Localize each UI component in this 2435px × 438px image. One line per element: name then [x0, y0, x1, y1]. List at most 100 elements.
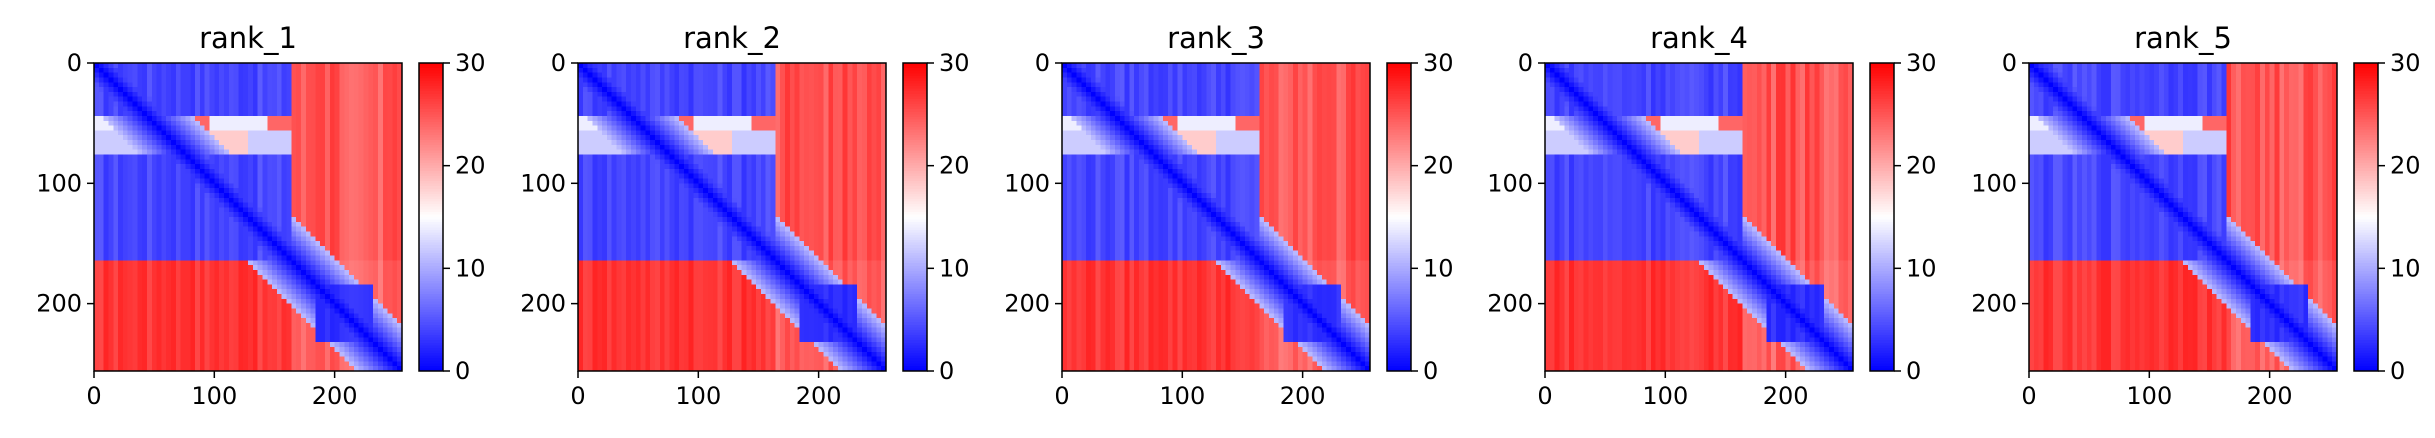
heatmap-cell	[205, 342, 210, 347]
heatmap-cell	[373, 130, 378, 135]
heatmap-cell	[248, 63, 253, 68]
heatmap-cell	[118, 289, 123, 294]
heatmap-cell	[152, 102, 157, 107]
heatmap-cell	[814, 68, 819, 73]
heatmap-cell	[200, 193, 205, 198]
heatmap-cell	[210, 337, 215, 342]
heatmap-cell	[857, 87, 862, 92]
heatmap-cell	[157, 308, 162, 313]
heatmap-cell	[210, 318, 215, 323]
heatmap-cell	[718, 106, 723, 111]
heatmap-cell	[214, 333, 219, 338]
heatmap-cell	[368, 328, 373, 333]
heatmap-cell	[306, 337, 311, 342]
heatmap-cell	[210, 130, 215, 135]
heatmap-cell	[578, 106, 583, 111]
heatmap-cell	[795, 92, 800, 97]
heatmap-cell	[335, 304, 340, 309]
heatmap-cell	[94, 256, 99, 261]
heatmap-cell	[147, 130, 152, 135]
heatmap-cell	[171, 323, 176, 328]
heatmap-cell	[592, 63, 597, 68]
heatmap-cell	[272, 256, 277, 261]
heatmap-cell	[378, 313, 383, 318]
heatmap-cell	[335, 198, 340, 203]
heatmap-cell	[133, 193, 138, 198]
heatmap-cell	[133, 77, 138, 82]
heatmap-cell	[210, 294, 215, 299]
heatmap-cell	[364, 289, 369, 294]
heatmap-cell	[195, 193, 200, 198]
heatmap-cell	[349, 135, 354, 140]
heatmap-cell	[195, 87, 200, 92]
heatmap-cell	[258, 150, 263, 155]
heatmap-cell	[99, 289, 104, 294]
heatmap-cell	[354, 328, 359, 333]
heatmap-cell	[214, 179, 219, 184]
heatmap-cell	[267, 87, 272, 92]
colorbar-tick-label: 0	[455, 357, 470, 385]
heatmap-cell	[176, 284, 181, 289]
heatmap-cell	[229, 231, 234, 236]
heatmap-cell	[799, 73, 804, 78]
heatmap-cell	[306, 102, 311, 107]
heatmap-cell	[335, 102, 340, 107]
heatmap-cell	[99, 304, 104, 309]
heatmap-cell	[229, 73, 234, 78]
heatmap-cell	[330, 77, 335, 82]
heatmap-cell	[388, 231, 393, 236]
heatmap-cell	[790, 92, 795, 97]
heatmap-cell	[200, 154, 205, 159]
heatmap-cell	[679, 87, 684, 92]
heatmap-cell	[248, 289, 253, 294]
heatmap-cell	[99, 217, 104, 222]
heatmap-cell	[238, 328, 243, 333]
heatmap-cell	[291, 111, 296, 116]
heatmap-cell	[195, 270, 200, 275]
heatmap-cell	[133, 217, 138, 222]
heatmap-cell	[287, 164, 292, 169]
heatmap-cell	[378, 130, 383, 135]
heatmap-cell	[306, 299, 311, 304]
heatmap-cell	[166, 289, 171, 294]
heatmap-cell	[147, 150, 152, 155]
heatmap-cell	[142, 188, 147, 193]
heatmap-cell	[108, 193, 113, 198]
heatmap-cell	[229, 222, 234, 227]
heatmap-cell	[104, 337, 109, 342]
heatmap-cell	[694, 68, 699, 73]
heatmap-cell	[224, 106, 229, 111]
heatmap-cell	[253, 275, 258, 280]
heatmap-cell	[248, 304, 253, 309]
heatmap-cell	[113, 352, 118, 357]
heatmap-cell	[320, 203, 325, 208]
heatmap-cell	[311, 203, 316, 208]
heatmap-cell	[296, 347, 301, 352]
heatmap-cell	[157, 231, 162, 236]
heatmap-cell	[833, 87, 838, 92]
heatmap-cell	[727, 111, 732, 116]
heatmap-cell	[872, 63, 877, 68]
heatmap-cell	[335, 183, 340, 188]
heatmap-cell	[282, 357, 287, 362]
heatmap-cell	[737, 116, 742, 121]
heatmap-cell	[185, 77, 190, 82]
heatmap-cell	[253, 169, 258, 174]
heatmap-cell	[392, 203, 397, 208]
heatmap-cell	[108, 169, 113, 174]
heatmap-cell	[674, 116, 679, 121]
heatmap-cell	[142, 342, 147, 347]
heatmap-cell	[267, 284, 272, 289]
heatmap-cell	[876, 102, 881, 107]
heatmap-cell	[99, 102, 104, 107]
heatmap-cell	[621, 68, 626, 73]
heatmap-cell	[238, 236, 243, 241]
heatmap-cell	[195, 231, 200, 236]
heatmap-cell	[364, 207, 369, 212]
heatmap-cell	[378, 304, 383, 309]
heatmap-cell	[147, 174, 152, 179]
heatmap-cell	[258, 265, 263, 270]
heatmap-cell	[708, 111, 713, 116]
heatmap-cell	[621, 63, 626, 68]
heatmap-cell	[378, 145, 383, 150]
